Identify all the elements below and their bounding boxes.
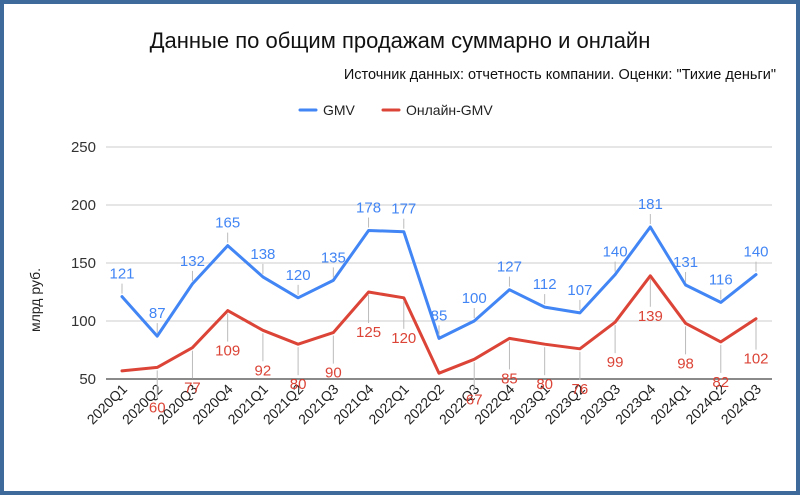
gmv-data-label: 131 (673, 254, 698, 271)
gmv-data-label: 127 (497, 259, 522, 276)
online-gmv-data-label: 82 (712, 374, 729, 391)
online-gmv-data-label: 139 (638, 308, 663, 325)
gmv-data-label: 107 (567, 282, 592, 299)
gmv-data-label: 100 (462, 290, 487, 307)
online-gmv-data-label: 85 (501, 370, 518, 387)
y-tick-label: 100 (71, 313, 96, 330)
chart-subtitle: Источник данных: отчетность компании. Оц… (344, 67, 776, 83)
gmv-data-label: 135 (321, 249, 346, 266)
online-gmv-data-label: 77 (184, 380, 201, 397)
gmv-data-label: 140 (743, 244, 768, 261)
online-gmv-data-label: 80 (536, 376, 553, 393)
chart-header: Данные по общим продажам суммарно и онла… (150, 28, 776, 83)
data-labels-layer: 121 87 132 165 138 120 135 178 177 85 100 127 112 107… (109, 196, 768, 416)
online-gmv-data-label: 125 (356, 324, 381, 341)
online-gmv-data-label: 80 (290, 376, 307, 393)
gmv-data-label: 85 (431, 307, 448, 324)
gmv-data-label: 120 (286, 267, 311, 284)
series-layer (120, 225, 758, 375)
y-axis-label: млрд руб. (27, 268, 43, 332)
legend-label: Онлайн-GMV (406, 102, 493, 118)
online-gmv-data-label: 92 (255, 362, 272, 379)
gmv-data-label: 181 (638, 196, 663, 213)
online-gmv-data-label: 60 (149, 399, 166, 416)
line-chart: Данные по общим продажам суммарно и онла… (27, 28, 776, 427)
gmv-data-label: 132 (180, 253, 205, 270)
online-gmv-data-label: 76 (572, 381, 589, 398)
online-gmv-data-label: 109 (215, 343, 240, 360)
y-tick-label: 50 (79, 371, 96, 388)
y-tick-label: 150 (71, 255, 96, 272)
online-gmv-data-label: 98 (677, 355, 694, 372)
chart-title: Данные по общим продажам суммарно и онла… (150, 28, 651, 53)
online-gmv-data-label: 67 (466, 391, 483, 408)
gmv-data-label: 87 (149, 305, 166, 322)
chart-legend: GMV Онлайн-GMV (298, 102, 493, 118)
gmv-data-label: 112 (533, 276, 557, 293)
gmv-data-label: 178 (356, 200, 381, 217)
y-axis: 50 100 150 200 250 (71, 139, 96, 388)
online-gmv-data-label: 120 (391, 330, 416, 347)
y-tick-label: 250 (71, 139, 96, 156)
gmv-data-label: 140 (603, 244, 628, 261)
gmv-data-label: 165 (215, 215, 240, 232)
gmv-data-label: 177 (391, 201, 416, 218)
online-gmv-data-label: 99 (607, 354, 624, 371)
y-tick-label: 200 (71, 197, 96, 214)
gmv-data-label: 138 (250, 246, 275, 263)
gmv-data-label: 116 (709, 271, 733, 288)
online-gmv-data-label: 90 (325, 365, 342, 382)
legend-label: GMV (323, 102, 356, 118)
online-gmv-data-label: 102 (743, 351, 768, 368)
gmv-data-label: 121 (109, 266, 134, 283)
